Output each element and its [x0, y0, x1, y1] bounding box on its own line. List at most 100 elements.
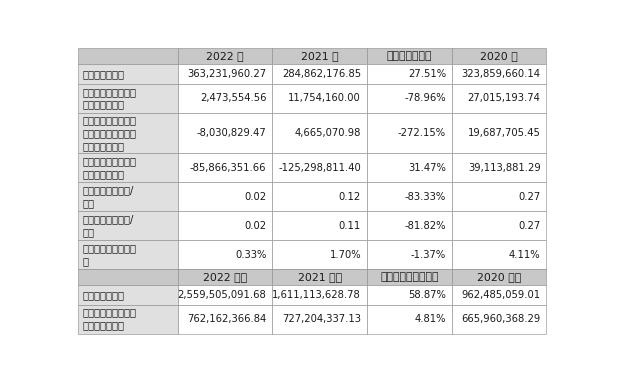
Text: 19,687,705.45: 19,687,705.45	[468, 128, 541, 138]
Bar	[78, 269, 178, 285]
Text: 1.70%: 1.70%	[329, 249, 361, 260]
Bar	[272, 113, 367, 153]
Bar	[452, 113, 546, 153]
Bar	[78, 182, 178, 211]
Text: 0.27: 0.27	[518, 192, 541, 201]
Bar	[178, 113, 272, 153]
Text: 基本每股收益（元/
股）: 基本每股收益（元/ 股）	[82, 185, 133, 208]
Text: 0.11: 0.11	[339, 220, 361, 231]
Bar	[272, 269, 367, 285]
Text: 2020 年末: 2020 年末	[477, 272, 521, 282]
Bar	[78, 240, 178, 269]
Text: 2022 年末: 2022 年末	[203, 272, 247, 282]
Bar	[452, 285, 546, 305]
Text: -78.96%: -78.96%	[404, 93, 446, 103]
Text: 加权平均净资产收益
率: 加权平均净资产收益 率	[82, 243, 136, 266]
Bar	[452, 64, 546, 84]
Text: 归属于上市公司股东
的扣除非经常性损益
的净利润（元）: 归属于上市公司股东 的扣除非经常性损益 的净利润（元）	[82, 115, 136, 151]
Text: 762,162,366.84: 762,162,366.84	[187, 314, 267, 324]
Text: 0.33%: 0.33%	[235, 249, 267, 260]
Bar	[367, 64, 452, 84]
Bar	[367, 84, 452, 113]
Text: -125,298,811.40: -125,298,811.40	[279, 163, 361, 172]
Bar	[272, 84, 367, 113]
Bar	[272, 240, 367, 269]
Bar	[367, 153, 452, 182]
Text: 2021 年末: 2021 年末	[297, 272, 342, 282]
Text: 284,862,176.85: 284,862,176.85	[282, 69, 361, 79]
Bar	[452, 84, 546, 113]
Text: 稀释每股收益（元/
股）: 稀释每股收益（元/ 股）	[82, 214, 133, 237]
Text: -85,866,351.66: -85,866,351.66	[190, 163, 267, 172]
Text: 962,485,059.01: 962,485,059.01	[461, 290, 541, 300]
Bar	[178, 305, 272, 333]
Text: 资产总额（元）: 资产总额（元）	[82, 290, 124, 300]
Bar	[272, 305, 367, 333]
Bar	[272, 182, 367, 211]
Text: 27.51%: 27.51%	[408, 69, 446, 79]
Text: 58.87%: 58.87%	[408, 290, 446, 300]
Bar	[452, 153, 546, 182]
Bar	[78, 305, 178, 333]
Bar	[452, 269, 546, 285]
Bar	[178, 240, 272, 269]
Bar	[367, 305, 452, 333]
Text: 4,665,070.98: 4,665,070.98	[295, 128, 361, 138]
Bar	[178, 269, 272, 285]
Text: -83.33%: -83.33%	[405, 192, 446, 201]
Text: 39,113,881.29: 39,113,881.29	[468, 163, 541, 172]
Text: 2,559,505,091.68: 2,559,505,091.68	[178, 290, 267, 300]
Text: 2020 年: 2020 年	[480, 51, 518, 61]
Text: 1,611,113,628.78: 1,611,113,628.78	[272, 290, 361, 300]
Bar	[367, 182, 452, 211]
Text: -81.82%: -81.82%	[404, 220, 446, 231]
Text: 营业收入（元）: 营业收入（元）	[82, 69, 124, 79]
Text: 归属于上市公司股东
的净利润（元）: 归属于上市公司股东 的净利润（元）	[82, 87, 136, 110]
Bar	[452, 211, 546, 240]
Text: 27,015,193.74: 27,015,193.74	[468, 93, 541, 103]
Bar	[367, 211, 452, 240]
Bar	[272, 48, 367, 64]
Bar	[78, 211, 178, 240]
Bar	[78, 84, 178, 113]
Bar	[452, 240, 546, 269]
Bar	[178, 153, 272, 182]
Bar	[272, 211, 367, 240]
Text: 363,231,960.27: 363,231,960.27	[187, 69, 267, 79]
Text: 0.02: 0.02	[244, 220, 267, 231]
Text: 2,473,554.56: 2,473,554.56	[200, 93, 267, 103]
Text: 归属于上市公司股东
的净资产（元）: 归属于上市公司股东 的净资产（元）	[82, 308, 136, 330]
Text: 0.02: 0.02	[244, 192, 267, 201]
Bar	[272, 64, 367, 84]
Bar	[178, 84, 272, 113]
Bar	[367, 48, 452, 64]
Bar	[272, 153, 367, 182]
Text: 0.27: 0.27	[518, 220, 541, 231]
Text: -272.15%: -272.15%	[398, 128, 446, 138]
Bar	[178, 211, 272, 240]
Text: 2022 年: 2022 年	[206, 51, 244, 61]
Bar	[452, 182, 546, 211]
Text: 经营活动产生的现金
流量净额（元）: 经营活动产生的现金 流量净额（元）	[82, 156, 136, 179]
Text: 本年比上年增减: 本年比上年增减	[387, 51, 432, 61]
Text: 本年末比上年末增减: 本年末比上年末增减	[380, 272, 439, 282]
Bar	[78, 153, 178, 182]
Bar	[178, 285, 272, 305]
Text: 4.81%: 4.81%	[414, 314, 446, 324]
Bar	[78, 64, 178, 84]
Bar	[452, 305, 546, 333]
Bar	[367, 113, 452, 153]
Bar	[367, 240, 452, 269]
Bar	[78, 113, 178, 153]
Bar	[178, 64, 272, 84]
Text: 0.12: 0.12	[339, 192, 361, 201]
Bar	[367, 285, 452, 305]
Text: 11,754,160.00: 11,754,160.00	[289, 93, 361, 103]
Text: 31.47%: 31.47%	[408, 163, 446, 172]
Bar	[272, 285, 367, 305]
Text: 2021 年: 2021 年	[301, 51, 339, 61]
Text: 665,960,368.29: 665,960,368.29	[461, 314, 541, 324]
Text: 323,859,660.14: 323,859,660.14	[461, 69, 541, 79]
Text: 4.11%: 4.11%	[509, 249, 541, 260]
Bar	[367, 269, 452, 285]
